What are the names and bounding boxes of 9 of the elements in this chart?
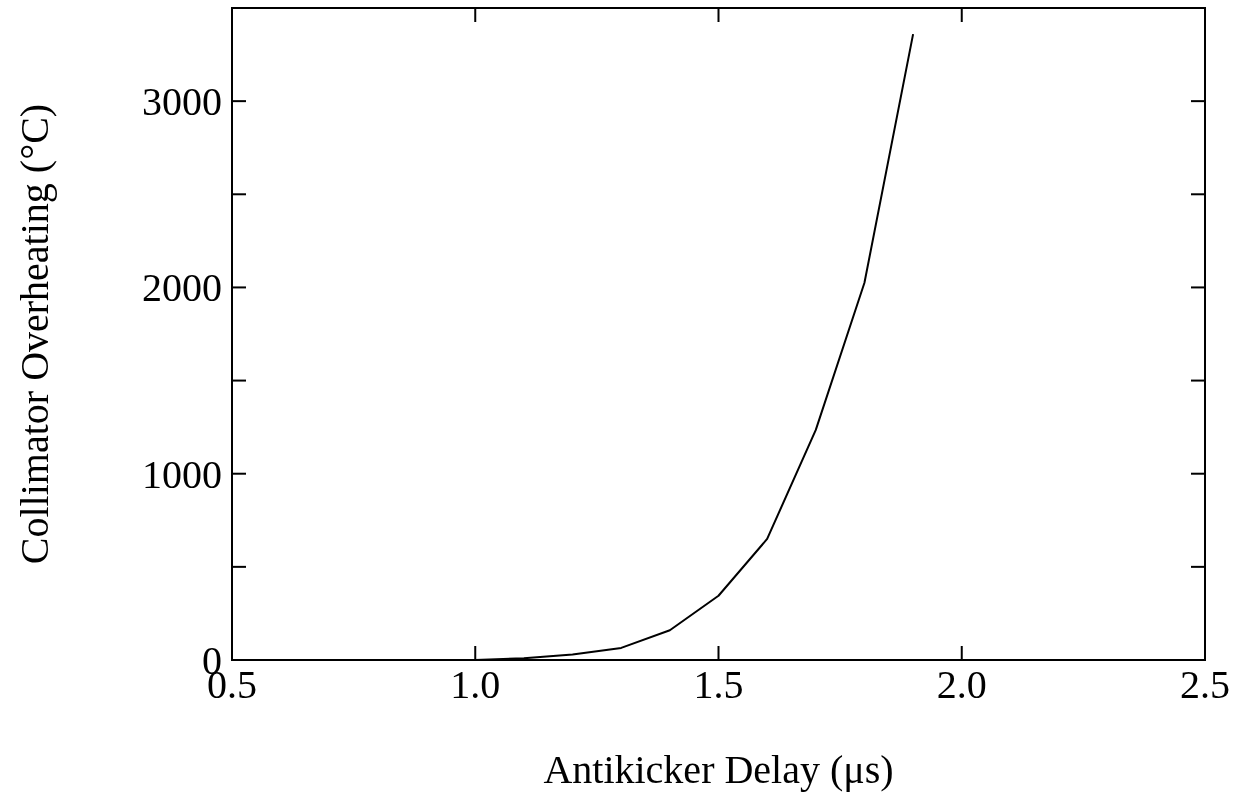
x-tick-label: 2.0 <box>936 662 987 707</box>
y-tick-label: 3000 <box>142 79 222 125</box>
x-axis-title: Antikicker Delay (μs) <box>543 747 894 792</box>
y-tick-label: 2000 <box>142 265 222 311</box>
y-tick-label: 1000 <box>142 451 222 497</box>
y-axis-title: Collimator Overheating (°C) <box>12 103 57 565</box>
x-tick-label: 1.5 <box>693 662 744 707</box>
x-tick-label: 1.0 <box>450 662 501 707</box>
x-tick-label: 2.5 <box>1180 662 1230 707</box>
